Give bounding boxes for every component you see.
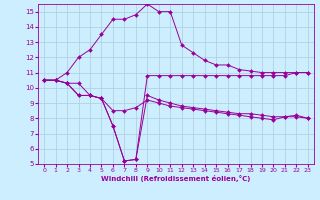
X-axis label: Windchill (Refroidissement éolien,°C): Windchill (Refroidissement éolien,°C)	[101, 175, 251, 182]
